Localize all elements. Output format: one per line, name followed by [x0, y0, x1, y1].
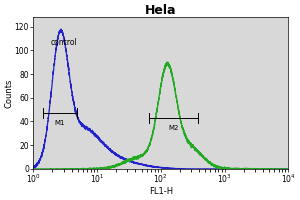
- Y-axis label: Counts: Counts: [4, 78, 13, 108]
- Title: Hela: Hela: [145, 4, 177, 17]
- Text: M1: M1: [54, 120, 65, 126]
- Text: M2: M2: [168, 125, 179, 131]
- Text: control: control: [50, 38, 77, 47]
- X-axis label: FL1-H: FL1-H: [149, 187, 173, 196]
